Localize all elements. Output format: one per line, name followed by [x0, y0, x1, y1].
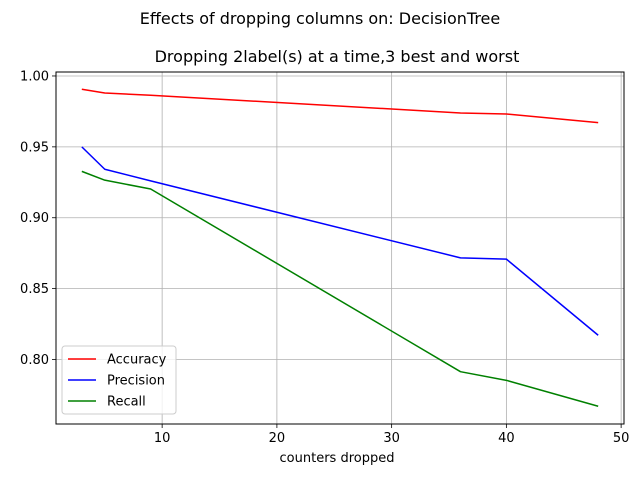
chart-title: Dropping 2label(s) at a time,3 best and …	[155, 47, 520, 66]
plot-frame	[55, 71, 625, 425]
legend: Accuracy Precision Recall	[61, 345, 177, 415]
x-tick-label: 10	[154, 431, 171, 446]
figure-suptitle: Effects of dropping columns on: Decision…	[140, 9, 500, 28]
legend-label-recall: Recall	[107, 395, 146, 410]
x-axis-label: counters dropped	[280, 451, 395, 466]
legend-box	[61, 345, 177, 415]
y-axis-ticks: 0.80 0.85 0.90 0.95 1.00	[20, 69, 56, 368]
legend-label-precision: Precision	[107, 374, 165, 389]
x-axis-ticks: 10 20 30 40 50	[154, 424, 630, 446]
x-tick-label: 20	[269, 431, 286, 446]
y-tick-label: 1.00	[20, 69, 49, 84]
grid	[56, 72, 624, 424]
legend-label-accuracy: Accuracy	[107, 353, 167, 368]
series-line-precision	[81, 146, 599, 336]
x-tick-label: 50	[613, 431, 630, 446]
y-tick-label: 0.95	[20, 140, 49, 155]
series-line-recall	[81, 170, 599, 408]
series-line-accuracy	[81, 88, 599, 124]
x-tick-label: 40	[498, 431, 515, 446]
y-tick-label: 0.80	[20, 353, 49, 368]
legend-entries: Accuracy Precision Recall	[68, 353, 167, 410]
y-tick-label: 0.85	[20, 282, 49, 297]
x-tick-label: 30	[383, 431, 400, 446]
series-lines	[81, 88, 599, 408]
y-tick-label: 0.90	[20, 211, 49, 226]
